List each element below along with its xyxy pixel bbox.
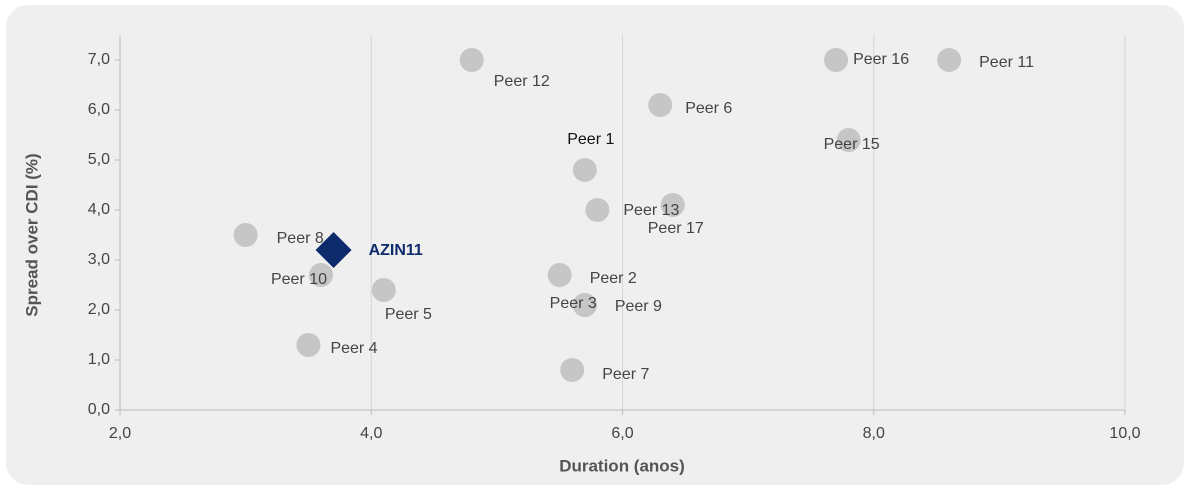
point (836, 128, 861, 152)
point (371, 278, 396, 302)
point-label: Peer 2 (590, 270, 637, 287)
point-label: Peer 11 (979, 54, 1034, 71)
point (824, 48, 849, 72)
x-tick-label: 4,0 (360, 425, 382, 442)
point-label: Peer 3 (550, 295, 597, 312)
point-label: Peer 12 (494, 73, 550, 90)
point (459, 48, 484, 72)
y-tick-label: 3,0 (88, 251, 110, 268)
card (6, 5, 1184, 485)
point-label: Peer 4 (330, 340, 377, 357)
point-label: Peer 6 (685, 100, 732, 117)
point-label: Peer 5 (385, 306, 432, 323)
point (585, 198, 610, 222)
x-tick-label: 2,0 (109, 425, 131, 442)
point (937, 48, 962, 72)
point (572, 158, 597, 182)
point (547, 263, 572, 287)
point (309, 263, 333, 287)
point (296, 333, 321, 357)
point-label: Peer 15 (824, 136, 880, 153)
y-tick-label: 5,0 (88, 151, 110, 168)
point (648, 93, 673, 117)
point-label: Peer 10 (271, 271, 327, 288)
point-label: Peer 17 (648, 220, 704, 237)
point (572, 293, 597, 317)
y-tick-label: 2,0 (88, 301, 110, 318)
point-label: Peer 7 (602, 366, 649, 383)
point (233, 223, 258, 247)
y-tick-label: 7,0 (88, 51, 110, 68)
highlight-label: AZIN11 (369, 242, 423, 259)
point-label: Peer 1 (567, 131, 614, 148)
x-axis-title: Duration (anos) (559, 456, 685, 475)
point-label: Peer 16 (853, 51, 909, 68)
y-axis-title: Spread over CDI (%) (22, 153, 41, 316)
x-tick-label: 10,0 (1109, 425, 1140, 442)
point (560, 358, 585, 382)
point-label: Peer 8 (277, 230, 324, 247)
point-label: Peer 9 (615, 298, 662, 315)
y-tick-label: 1,0 (88, 351, 110, 368)
y-tick-label: 6,0 (88, 101, 110, 118)
y-tick-label: 0,0 (88, 401, 110, 418)
point (660, 193, 685, 217)
y-tick-label: 4,0 (88, 201, 110, 218)
x-tick-label: 6,0 (611, 425, 633, 442)
highlight-point (315, 232, 352, 268)
x-tick-label: 8,0 (863, 425, 885, 442)
point-label: Peer 13 (623, 202, 679, 219)
